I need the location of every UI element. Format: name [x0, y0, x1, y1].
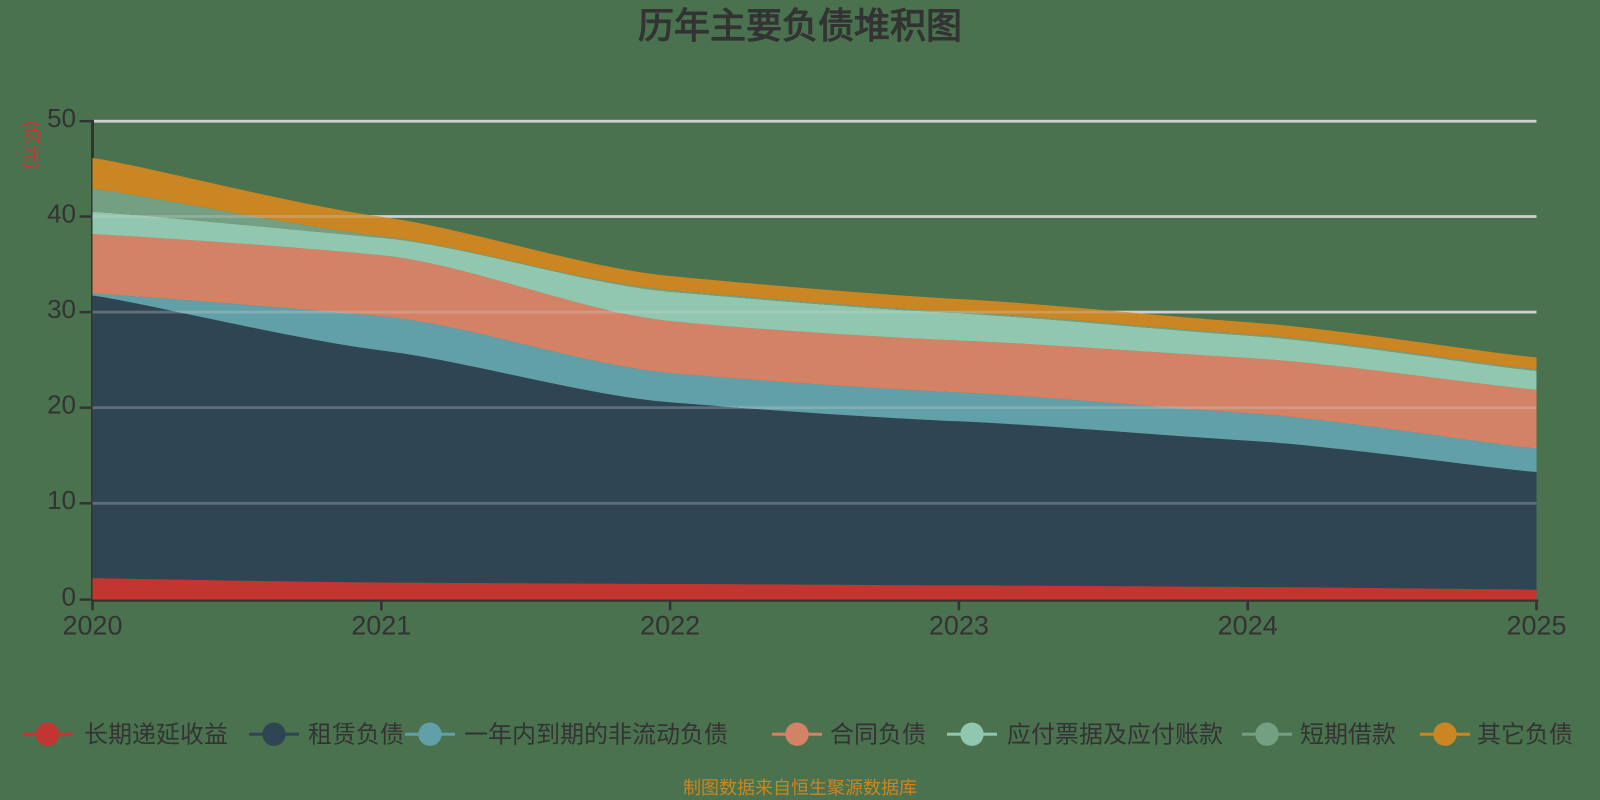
svg-text:2021: 2021 [351, 611, 411, 641]
svg-text:2020: 2020 [62, 611, 122, 641]
svg-text:2025: 2025 [1506, 611, 1566, 641]
svg-text:50: 50 [47, 103, 76, 133]
svg-text:10: 10 [47, 485, 76, 515]
svg-text:历年主要负债堆积图: 历年主要负债堆积图 [638, 5, 962, 46]
svg-text:合同负债: 合同负债 [830, 722, 926, 749]
svg-text:其它负债: 其它负债 [1477, 722, 1573, 749]
svg-text:租赁负债: 租赁负债 [308, 722, 404, 749]
svg-text:(亿元): (亿元) [22, 121, 42, 169]
svg-text:一年内到期的非流动负债: 一年内到期的非流动负债 [464, 722, 728, 749]
svg-text:2023: 2023 [929, 611, 989, 641]
svg-text:短期借款: 短期借款 [1300, 722, 1396, 749]
svg-text:2022: 2022 [640, 611, 700, 641]
svg-text:制图数据来自恒生聚源数据库: 制图数据来自恒生聚源数据库 [683, 778, 917, 798]
svg-text:0: 0 [62, 581, 76, 611]
svg-text:20: 20 [47, 390, 76, 420]
svg-text:2024: 2024 [1218, 611, 1278, 641]
svg-text:30: 30 [47, 294, 76, 324]
svg-text:应付票据及应付账款: 应付票据及应付账款 [1007, 722, 1223, 749]
svg-text:长期递延收益: 长期递延收益 [84, 722, 228, 749]
svg-text:40: 40 [47, 198, 76, 228]
